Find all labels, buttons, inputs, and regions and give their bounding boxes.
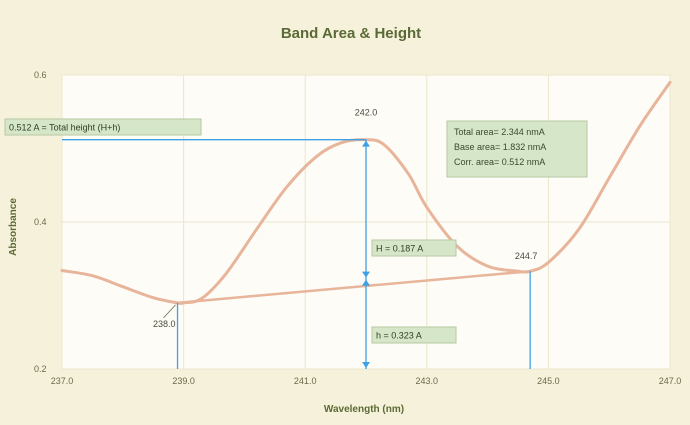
x-tick-label: 239.0 [172, 376, 195, 386]
total-height-label: 0.512 A = Total height (H+h) [9, 123, 120, 133]
height-arrow [362, 271, 370, 278]
x-tick-label: 237.0 [51, 376, 74, 386]
h-label: h = 0.323 A [376, 331, 422, 341]
marker-label-right: 244.7 [515, 251, 538, 261]
y-ticks: 0.2 0.4 0.6 [34, 70, 47, 374]
total-height-label-bg [4, 118, 202, 136]
x-axis-label: Wavelength (nm) [324, 404, 404, 415]
area-box-line-3: Corr. area= 0.512 nmA [454, 157, 545, 167]
baseline-line [176, 269, 532, 305]
area-box-line-1: Total area= 2.344 nmA [454, 127, 545, 137]
series-marks: 238.0 242.0 244.7 0.512 A = Total height (H… [4, 80, 672, 369]
x-tick-label: 243.0 [416, 376, 439, 386]
h-label-bg [371, 326, 457, 344]
x-tick-label: 241.0 [294, 376, 317, 386]
y-tick-label: 0.4 [34, 217, 47, 227]
x-tick-label: 247.0 [659, 376, 682, 386]
marker-label-left: 238.0 [153, 319, 176, 329]
height-arrow [362, 279, 370, 286]
H-label: H = 0.187 A [376, 244, 423, 254]
x-ticks: 237.0 239.0 241.0 243.0 245.0 247.0 [51, 376, 682, 386]
marker-label-peak: 242.0 [355, 108, 378, 118]
H-label-bg [371, 239, 457, 257]
y-tick-label: 0.2 [34, 364, 47, 374]
y-tick-label: 0.6 [34, 70, 47, 80]
area-box-bg [446, 120, 588, 178]
height-arrow [362, 362, 370, 368]
marker-leader-left [163, 304, 176, 319]
area-box: Total area= 2.344 nmA Base area= 1.832 n… [446, 120, 588, 178]
y-axis-label: Absorbance [8, 198, 19, 256]
area-box-line-2: Base area= 1.832 nmA [454, 142, 546, 152]
chart-title: Band Area & Height [281, 25, 421, 42]
height-arrow [362, 140, 370, 147]
x-tick-label: 245.0 [537, 376, 560, 386]
